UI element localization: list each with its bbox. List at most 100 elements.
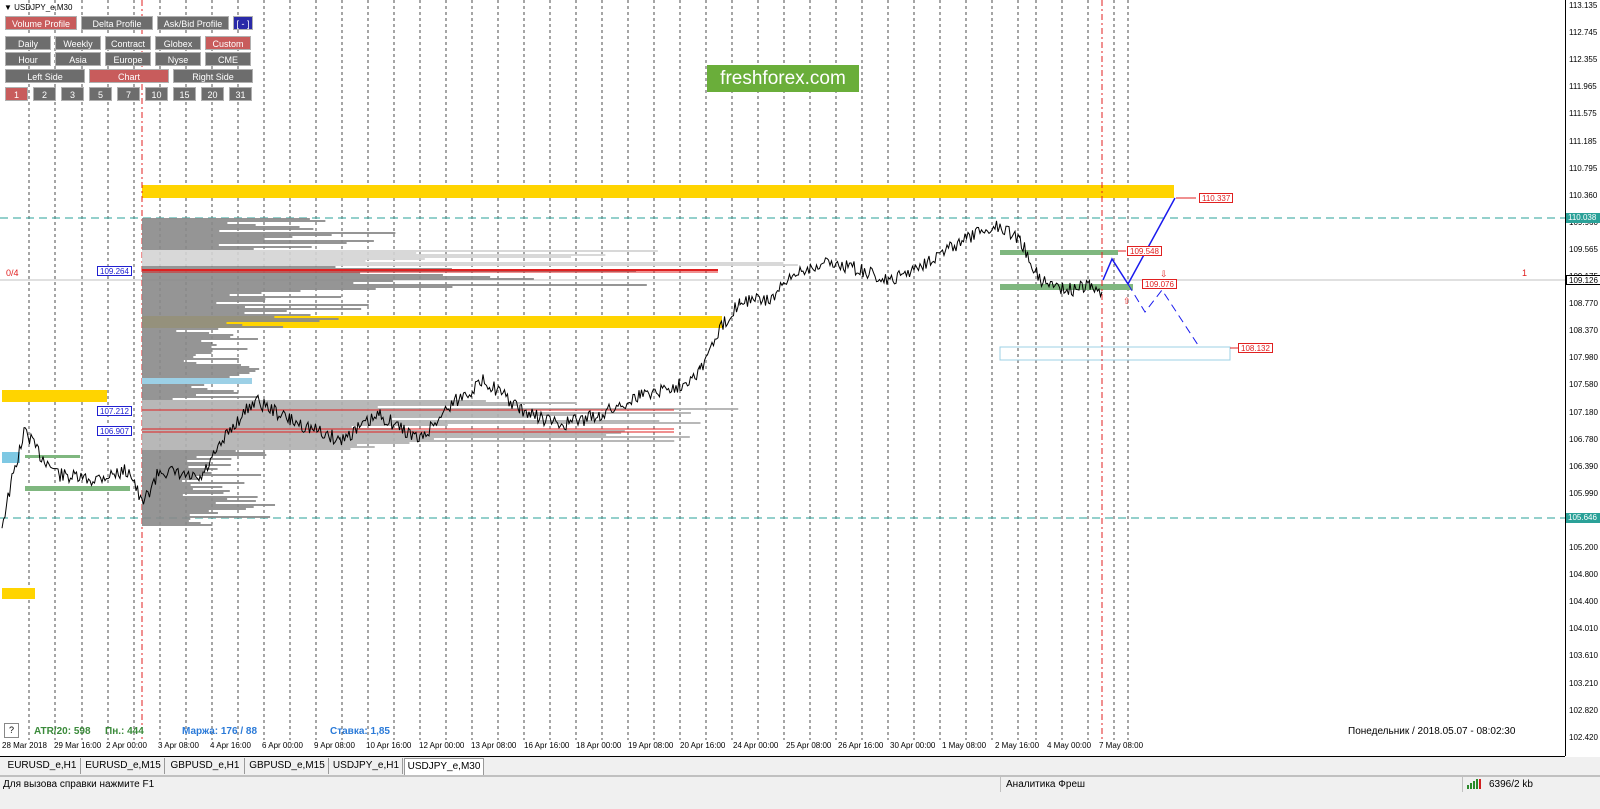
toolbar-button-right-side[interactable]: Right Side (173, 69, 253, 83)
price-chart[interactable]: ⇧ ⇩ (0, 0, 1565, 756)
date-display: Понедельник / 2018.05.07 - 08:02:30 (1348, 726, 1516, 737)
profile-bar (142, 392, 239, 394)
time-tick: 2 Apr 00:00 (106, 741, 147, 750)
profile-bar (142, 310, 287, 312)
profile-bar (142, 400, 486, 402)
profile-bar (142, 264, 798, 266)
toolbar-button-2[interactable]: 2 (33, 87, 56, 101)
price-tick: 104.800 (1569, 570, 1598, 580)
toolbar-button-custom[interactable]: Custom (205, 36, 251, 50)
toolbar-button-volume-profile[interactable]: Volume Profile (5, 16, 77, 30)
toolbar-button-[interactable]: [ - ] (233, 16, 253, 30)
profile-bar (142, 476, 196, 478)
profile-bar (142, 414, 577, 416)
profile-bar (142, 482, 245, 484)
profile-bar (142, 312, 245, 314)
toolbar-button-hour[interactable]: Hour (5, 52, 51, 66)
profile-bar (142, 524, 213, 526)
level-label-106907: 106.907 (97, 426, 132, 436)
time-tick: 7 May 08:00 (1099, 741, 1144, 750)
profile-bar (142, 366, 250, 368)
profile-bar (142, 218, 310, 220)
tab-usdjpy-e-m30[interactable]: USDJPY_e,M30 (404, 758, 484, 775)
toolbar-button-daily[interactable]: Daily (5, 36, 51, 50)
profile-bar (142, 242, 347, 244)
tab-eurusd-e-h1[interactable]: EURUSD_e,H1 (4, 758, 81, 774)
toolbar-button-10[interactable]: 10 (145, 87, 168, 101)
profile-bar (142, 422, 701, 424)
price-tick: 106.780 (1569, 434, 1598, 444)
profile-bar (142, 500, 256, 502)
toolbar-button-globex[interactable]: Globex (155, 36, 201, 50)
level-label-109264: 109.264 (97, 266, 132, 276)
chart-tabs: EURUSD_e,H1 EURUSD_e,M15 GBPUSD_e,H1 GBPUSD… (0, 757, 1600, 776)
profile-bar (142, 334, 234, 336)
price-tick: 102.420 (1569, 732, 1598, 742)
toolbar-button-15[interactable]: 15 (173, 87, 196, 101)
toolbar-button-nyse[interactable]: Nyse (155, 52, 201, 66)
tab-usdjpy-e-h1[interactable]: USDJPY_e,H1 (330, 758, 403, 774)
profile-bar (142, 304, 369, 306)
pn-stat: Пн.: 444 (105, 726, 144, 737)
tab-gbpusd-e-h1[interactable]: GBPUSD_e,H1 (166, 758, 245, 774)
profile-bar (142, 228, 314, 230)
chart-area[interactable]: ⇧ ⇩ ▼ USDJPY_e,M30 Volume Profile Delta P… (0, 0, 1565, 757)
profile-bar (142, 440, 675, 442)
profile-bar (142, 460, 188, 462)
left-marker: 0/4 (6, 268, 19, 278)
toolbar-button-delta-profile[interactable]: Delta Profile (81, 16, 153, 30)
price-tick: 102.820 (1569, 705, 1598, 715)
profile-bar (142, 256, 572, 258)
time-tick: 16 Apr 16:00 (524, 741, 570, 750)
tab-eurusd-e-m15[interactable]: EURUSD_e,M15 (82, 758, 165, 774)
profile-bar (142, 288, 376, 290)
profile-bar (142, 510, 209, 512)
toolbar-button-1[interactable]: 1 (5, 87, 28, 101)
price-tick: 104.400 (1569, 597, 1598, 607)
profile-bar (142, 484, 191, 486)
toolbar-button-europe[interactable]: Europe (105, 52, 151, 66)
profile-bar (142, 374, 240, 376)
toolbar-button-31[interactable]: 31 (229, 87, 252, 101)
profile-bar (142, 466, 189, 468)
supply-zone (142, 185, 1174, 198)
toolbar-button-left-side[interactable]: Left Side (5, 69, 85, 83)
profile-bar (142, 292, 262, 294)
time-tick: 6 Apr 00:00 (262, 741, 303, 750)
toolbar-button-cme[interactable]: CME (205, 52, 251, 66)
profile-bar (142, 468, 218, 470)
price-tick: 107.980 (1569, 353, 1598, 363)
profile-bar (142, 308, 362, 310)
time-tick: 2 May 16:00 (995, 741, 1040, 750)
help-button[interactable]: ? (4, 723, 19, 738)
status-help-text: Для вызова справки нажмите F1 (3, 779, 155, 790)
profile-bar (142, 316, 275, 318)
profile-bar (142, 402, 577, 404)
toolbar-button-asia[interactable]: Asia (55, 52, 101, 66)
profile-bar (142, 434, 607, 436)
profile-bar (142, 266, 336, 268)
toolbar-button-20[interactable]: 20 (201, 87, 224, 101)
tab-gbpusd-e-m15[interactable]: GBPUSD_e,M15 (246, 758, 329, 774)
toolbar-button-3[interactable]: 3 (61, 87, 84, 101)
toolbar-button-weekly[interactable]: Weekly (55, 36, 101, 50)
profile-bar (142, 290, 301, 292)
price-tick: 112.745 (1569, 28, 1598, 38)
profile-bar (142, 238, 265, 240)
price-tick: 111.965 (1569, 82, 1597, 92)
profile-bar (142, 432, 622, 434)
profile-bar (142, 250, 658, 252)
profile-bar (142, 506, 254, 508)
time-tick: 29 Mar 16:00 (54, 741, 102, 750)
toolbar-button-ask-bid-profile[interactable]: Ask/Bid Profile (157, 16, 229, 30)
chart-title: ▼ USDJPY_e,M30 (4, 3, 73, 12)
toolbar-button-7[interactable]: 7 (117, 87, 140, 101)
price-axis: 113.135 112.745 112.355 111.965 111.575 111.1… (1565, 0, 1600, 756)
profile-bar (142, 278, 534, 280)
profile-bar (142, 364, 241, 366)
profile-bar (142, 296, 342, 298)
profile-bar (142, 306, 245, 308)
toolbar-button-5[interactable]: 5 (89, 87, 112, 101)
toolbar-button-chart[interactable]: Chart (89, 69, 169, 83)
toolbar-button-contract[interactable]: Contract (105, 36, 151, 50)
